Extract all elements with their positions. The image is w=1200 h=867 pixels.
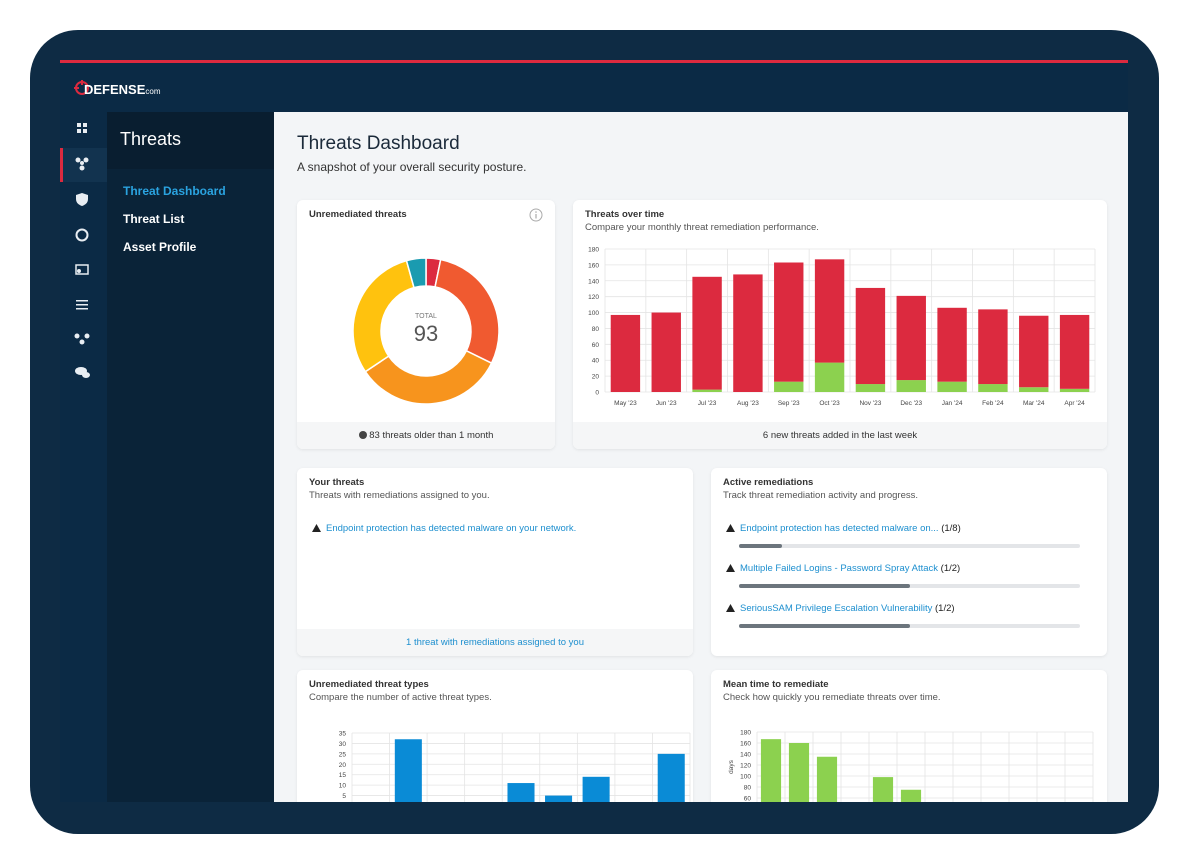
card-footer: 83 threats older than 1 month [297,422,555,449]
remediation-item[interactable]: Multiple Failed Logins - Password Spray … [726,563,960,574]
card-title: Active remediations [723,477,814,488]
card-mean-time: Mean time to remediate Check how quickly… [711,670,1107,802]
icon-rail [60,112,107,802]
sidebar-title: Threats [120,129,182,149]
card-unremediated: Unremediated threats 83 threats older th… [297,200,555,449]
card-active-remediations: Active remediations Track threat remedia… [711,468,1107,656]
card-subtitle: Track threat remediation activity and pr… [723,490,919,501]
warning-icon [726,524,735,532]
progress-track [739,544,1080,548]
top-bar: DEFENSEcom [60,63,1128,112]
threat-link[interactable]: Endpoint protection has detected malware… [326,523,577,534]
rail-icons [74,123,90,378]
progress-fill [739,624,910,628]
progress-fill [739,544,782,548]
remediation-count: (1/8) [941,523,961,534]
remediation-link[interactable]: Endpoint protection has detected malware… [740,523,939,534]
card-title: Threats over time [585,209,665,220]
page-subtitle: A snapshot of your overall security post… [297,160,527,174]
footer-text: 83 threats older than 1 month [369,430,494,441]
footer-icon [358,431,367,439]
threat-item[interactable]: Endpoint protection has detected malware… [312,523,576,534]
logo-suffix: com [145,87,161,96]
page-title: Threats Dashboard [297,133,460,154]
nav-item[interactable]: Asset Profile [123,240,197,254]
rail-active [60,148,107,182]
remediation-count: (1/2) [940,563,961,574]
progress-fill [739,584,910,588]
warning-icon [726,564,735,572]
top-accent [60,60,1128,63]
logo: DEFENSEcom [84,82,161,97]
nav-item[interactable]: Threat List [123,212,185,226]
remediation-count: (1/2) [935,603,955,614]
card-footer: 6 new threats added in the last week [573,422,1107,449]
progress-track [739,584,1080,588]
card-subtitle: Compare your monthly threat remediation … [585,222,819,233]
card-your-threats: Your threats Threats with remediations a… [297,468,693,656]
card-title: Unremediated threats [309,209,407,220]
warning-icon [726,604,735,612]
card-subtitle: Compare the number of active threat type… [309,692,492,703]
card-subtitle: Check how quickly you remediate threats … [723,692,941,703]
screen: DEFENSEcom Threats Threat Dashboard Threa… [60,60,1128,802]
card-title: Unremediated threat types [309,679,429,690]
card-threats-over-time: Threats over time Compare your monthly t… [573,200,1107,449]
sidebar-header [107,112,274,169]
remediation-item[interactable]: Endpoint protection has detected malware… [726,523,961,534]
nav-item[interactable]: Threat Dashboard [123,184,226,198]
progress-track [739,624,1080,628]
rail-active-marker [60,148,63,182]
logo-icon [74,80,89,95]
card-subtitle: Threats with remediations assigned to yo… [309,490,490,501]
logo-name: DEFENSE [84,82,146,97]
remediation-item[interactable]: SeriousSAM Privilege Escalation Vulnerab… [726,603,955,614]
card-footer[interactable]: 1 threat with remediations assigned to y… [297,629,693,656]
card-title: Mean time to remediate [723,679,829,690]
remediation-link[interactable]: SeriousSAM Privilege Escalation Vulnerab… [740,603,933,614]
warning-icon [312,524,321,532]
remediation-link[interactable]: Multiple Failed Logins - Password Spray … [740,563,939,574]
card-title: Your threats [309,477,365,488]
sidebar: Threats Threat Dashboard Threat List Asset… [107,112,274,802]
info-icon[interactable] [529,208,543,222]
card-threat-types: Unremediated threat types Compare the nu… [297,670,693,802]
